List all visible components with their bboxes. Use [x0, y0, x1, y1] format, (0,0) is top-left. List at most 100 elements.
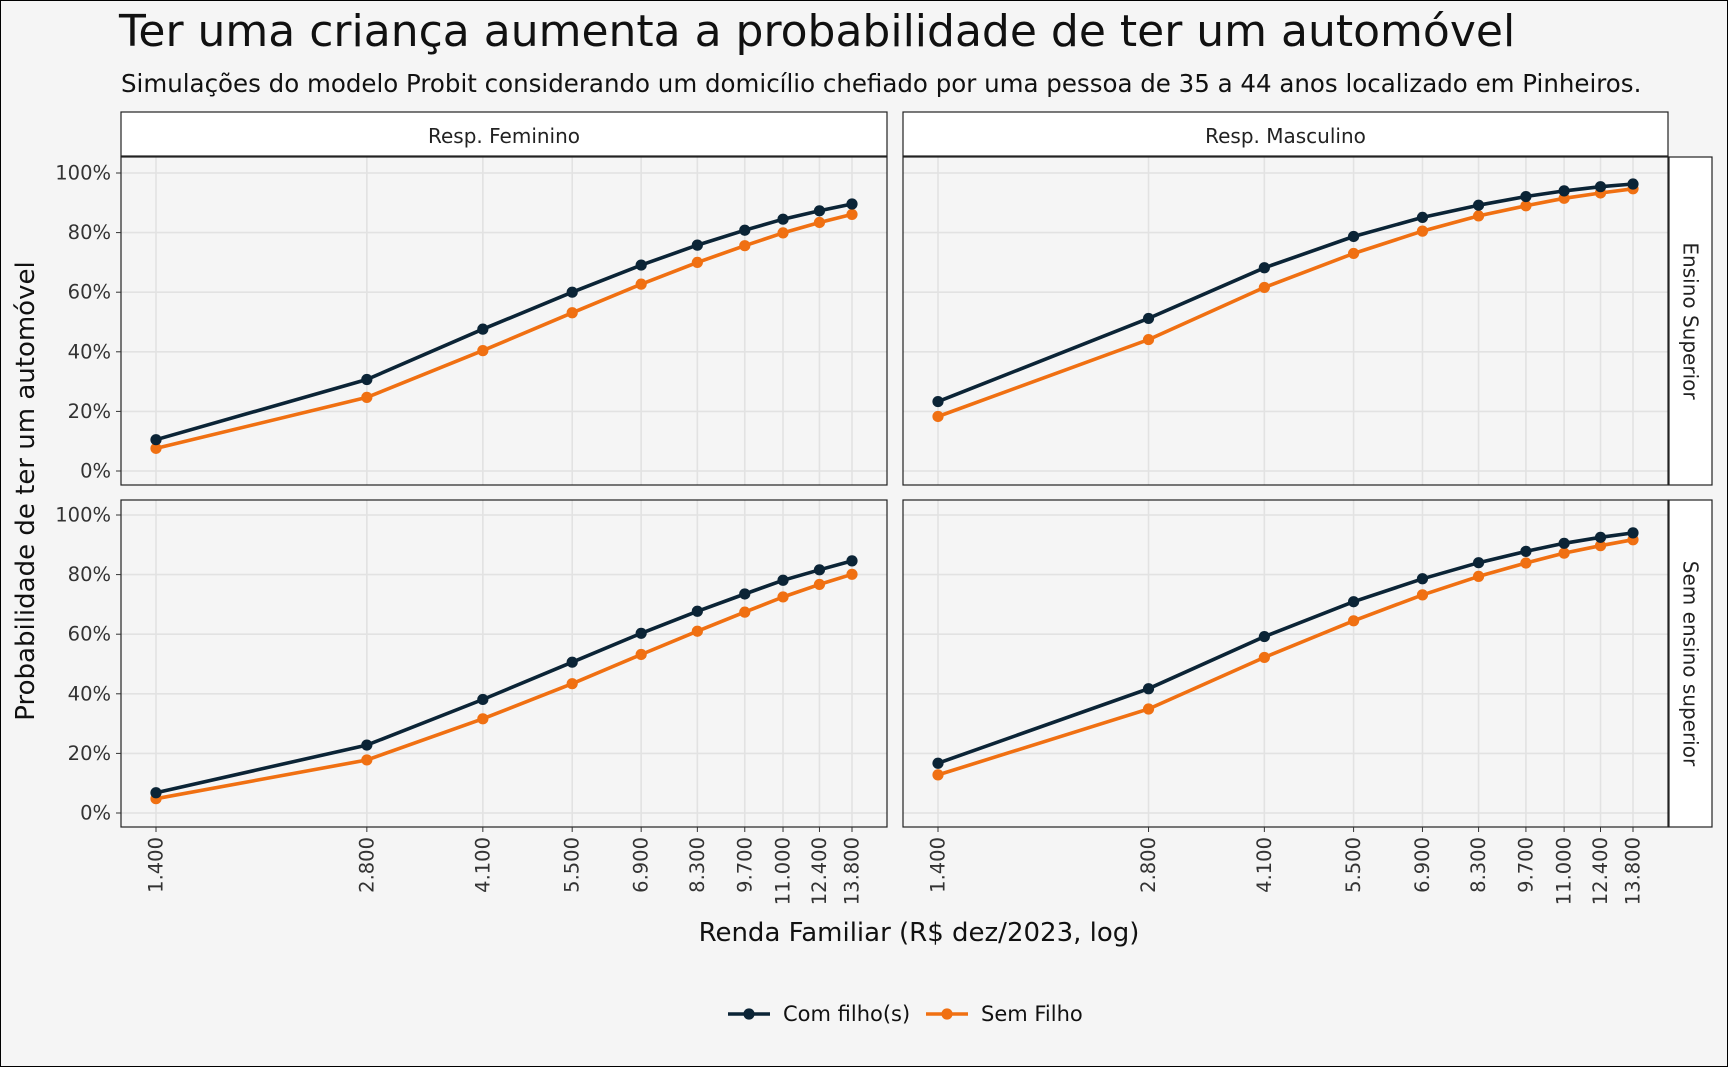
y-tick-label: 40% — [68, 340, 111, 363]
row-strip — [1668, 156, 1713, 486]
series-line-sem-filho — [936, 537, 1635, 777]
chart-title: Ter uma criança aumenta a probabilidade … — [118, 6, 1515, 57]
data-point-com-filhos — [691, 239, 703, 251]
legend-marker — [743, 1008, 755, 1020]
data-point-sem-filho — [846, 208, 858, 221]
y-axis-title: Probabilidade de ter um automóvel — [11, 261, 41, 720]
legend-key-com-filhos: Com filho(s) — [728, 1002, 910, 1026]
panel-border — [120, 499, 888, 828]
data-point-com-filhos — [1627, 178, 1639, 190]
data-point-com-filhos — [1347, 596, 1360, 608]
chart-subtitle: Simulações do modelo Probit considerando… — [121, 69, 1641, 98]
legend-key-sem-filho: Sem Filho — [926, 1002, 1083, 1026]
x-tick-label: 5.500 — [561, 837, 584, 893]
x-tick-label: 4.100 — [1253, 837, 1276, 893]
data-point-com-filhos — [932, 757, 944, 769]
row-strip — [1668, 499, 1713, 828]
data-point-com-filhos — [150, 787, 162, 799]
data-point-sem-filho — [1520, 200, 1532, 212]
series-line-com-filhos — [154, 202, 854, 442]
x-tick-label: 6.900 — [630, 837, 653, 893]
data-point-com-filhos — [1416, 573, 1429, 585]
legend-label: Sem Filho — [981, 1002, 1083, 1026]
y-tick-label: 60% — [68, 281, 111, 304]
y-tick-label: 80% — [68, 563, 111, 586]
panel-background — [903, 157, 1668, 485]
data-point-sem-filho — [1558, 547, 1570, 559]
data-point-com-filhos — [1416, 211, 1429, 224]
data-point-com-filhos — [777, 574, 789, 586]
data-point-com-filhos — [1472, 199, 1485, 211]
data-point-sem-filho — [1142, 333, 1155, 346]
x-tick-label: 5.500 — [1342, 837, 1365, 893]
data-point-com-filhos — [1594, 531, 1607, 543]
data-point-sem-filho — [1520, 557, 1532, 569]
series-line-sem-filho — [154, 572, 854, 801]
x-tick-label: 12.400 — [808, 837, 831, 905]
x-tick-label: 9.700 — [733, 837, 756, 893]
data-point-com-filhos — [566, 286, 578, 298]
data-point-sem-filho — [846, 568, 858, 580]
data-point-sem-filho — [1416, 225, 1429, 237]
series-line-com-filhos — [936, 182, 1635, 404]
x-tick-label: 8.300 — [686, 837, 709, 893]
data-point-com-filhos — [1258, 262, 1270, 274]
data-point-sem-filho — [777, 227, 789, 239]
data-point-sem-filho — [1594, 540, 1607, 552]
data-point-sem-filho — [932, 769, 944, 781]
data-point-sem-filho — [1347, 615, 1360, 627]
data-point-com-filhos — [150, 434, 162, 446]
data-point-sem-filho — [1258, 281, 1270, 294]
facet-panel: 1.400 2.800 4.100 5.500 6.900 8.300 9.700 11.00… — [902, 499, 1669, 905]
column-strip — [902, 111, 1669, 157]
x-tick-label: 6.900 — [1411, 837, 1434, 893]
row-strip-label: Sem ensino superior — [1679, 561, 1703, 767]
data-point-sem-filho — [361, 391, 373, 403]
y-tick-label: 40% — [68, 682, 111, 705]
column-strip — [120, 111, 888, 157]
data-point-sem-filho — [1472, 570, 1485, 582]
x-tick-label: 11.000 — [1553, 837, 1576, 905]
x-tick-label: 1.400 — [145, 837, 168, 893]
data-point-com-filhos — [932, 395, 944, 408]
panel-background — [121, 500, 887, 827]
data-point-com-filhos — [846, 555, 858, 567]
data-point-sem-filho — [739, 240, 751, 252]
x-tick-label: 13.800 — [841, 837, 864, 905]
y-tick-label: 20% — [68, 742, 111, 765]
data-point-com-filhos — [1520, 545, 1532, 557]
data-point-com-filhos — [566, 656, 578, 668]
x-tick-label: 9.700 — [1514, 837, 1537, 893]
data-point-sem-filho — [1472, 210, 1485, 222]
y-tick-label: 80% — [68, 221, 111, 244]
x-tick-label: 2.800 — [355, 837, 378, 893]
y-tick-label: 100% — [55, 162, 111, 185]
data-point-com-filhos — [1520, 190, 1532, 203]
facet-panel: 0% 20% 40% 60% 80% 100% 1.400 2.800 4.100 5.500 6.… — [55, 499, 888, 905]
y-tick-label: 100% — [55, 504, 111, 527]
legend: Com filho(s) Sem Filho — [728, 1002, 1083, 1026]
data-point-com-filhos — [813, 564, 826, 576]
data-point-sem-filho — [1258, 651, 1270, 664]
panel-background — [903, 500, 1668, 827]
row-strip-label: Ensino Superior — [1679, 242, 1703, 400]
data-point-com-filhos — [361, 373, 373, 386]
data-point-com-filhos — [635, 627, 647, 639]
series-line-com-filhos — [936, 531, 1635, 766]
data-point-sem-filho — [635, 278, 647, 290]
x-tick-label: 12.400 — [1589, 837, 1612, 905]
x-tick-label: 4.100 — [471, 837, 494, 893]
column-strip-label: Resp. Feminino — [428, 124, 580, 148]
data-point-com-filhos — [635, 259, 647, 271]
x-tick-label: 8.300 — [1467, 837, 1490, 893]
series-line-sem-filho — [154, 212, 854, 451]
data-point-com-filhos — [1558, 185, 1570, 197]
data-point-sem-filho — [813, 578, 826, 591]
data-point-sem-filho — [566, 678, 578, 690]
data-point-com-filhos — [691, 605, 703, 617]
data-point-sem-filho — [1416, 589, 1429, 601]
data-point-sem-filho — [477, 345, 489, 357]
data-point-sem-filho — [932, 410, 944, 423]
data-point-com-filhos — [1347, 230, 1360, 243]
